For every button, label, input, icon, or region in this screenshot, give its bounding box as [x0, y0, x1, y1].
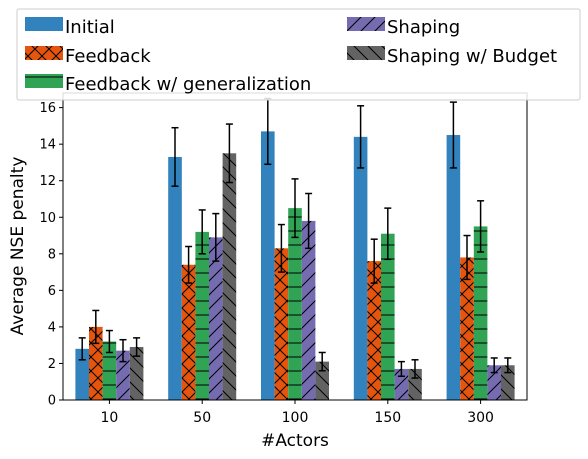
- bar-initial-50: [168, 156, 182, 400]
- legend-item-3: Shaping: [347, 17, 460, 38]
- bar-shaping-50: [209, 237, 223, 400]
- y-tick-label-6: 6: [48, 284, 56, 299]
- legend-label-1: Feedback: [65, 46, 151, 67]
- bar-feedback-w-generalization-300: [473, 226, 488, 400]
- y-tick-label-16: 16: [39, 101, 56, 116]
- legend-item-2: Feedback w/ generalization: [25, 74, 311, 95]
- error-bar-2-100: [291, 178, 299, 239]
- x-tick-label-100: 100: [282, 410, 309, 426]
- error-bar-3-150: [397, 360, 405, 377]
- bar-shaping-10: [116, 350, 130, 400]
- bar-shaping-w-budget-50: [222, 153, 237, 400]
- legend-swatch-4: [347, 46, 385, 60]
- bar-initial-10: [75, 348, 89, 400]
- y-tick-label-2: 2: [48, 357, 56, 372]
- error-bar-0-10: [78, 337, 86, 361]
- x-axis-label: #Actors: [261, 431, 329, 451]
- bar-feedback-150: [367, 261, 381, 400]
- bar-initial-100: [261, 131, 275, 400]
- legend-label-4: Shaping w/ Budget: [387, 46, 557, 67]
- error-bar-1-10: [92, 309, 100, 345]
- error-bar-4-50: [225, 123, 233, 184]
- y-tick-label-8: 8: [48, 247, 56, 262]
- legend-label-2: Feedback w/ generalization: [65, 74, 311, 95]
- x-tick-label-300: 300: [467, 410, 494, 426]
- bar-shaping-w-budget-300: [501, 365, 515, 400]
- error-bar-4-150: [411, 359, 419, 379]
- error-bar-1-300: [463, 234, 471, 281]
- legend: Initial Feedback Feedback w/ generalizatio…: [16, 8, 581, 101]
- bar-feedback-w-generalization-10: [102, 341, 117, 400]
- error-bar-1-100: [277, 223, 285, 273]
- bar-feedback-w-generalization-150: [381, 233, 395, 400]
- bar-initial-150: [353, 136, 368, 400]
- legend-item-0: Initial: [25, 17, 115, 38]
- bar-shaping-w-budget-150: [408, 368, 422, 400]
- bar-feedback-w-generalization-50: [195, 231, 209, 400]
- error-bar-3-10: [119, 338, 127, 363]
- error-bar-1-50: [185, 245, 193, 284]
- error-bar-2-50: [198, 209, 206, 255]
- legend-swatch-2: [25, 74, 63, 88]
- legend-swatch-0: [25, 17, 63, 31]
- y-tick-label-0: 0: [48, 394, 56, 409]
- bar-feedback-w-generalization-100: [288, 208, 302, 400]
- error-bar-3-300: [490, 357, 498, 374]
- error-bar-4-10: [133, 337, 141, 357]
- error-bar-3-100: [305, 192, 313, 250]
- legend-label-0: Initial: [65, 17, 115, 38]
- error-bar-1-150: [370, 238, 378, 284]
- legend-label-3: Shaping: [387, 17, 460, 38]
- x-tick-label-150: 150: [374, 410, 401, 426]
- bar-feedback-50: [181, 264, 196, 400]
- y-tick-label-12: 12: [39, 174, 56, 189]
- axes-group: 0 2 4 6 8 10 12 14 16 10 50 100 150 300: [39, 92, 528, 426]
- error-bar-4-100: [318, 351, 326, 372]
- error-bar-2-300: [477, 200, 485, 253]
- error-bar-2-10: [105, 329, 113, 354]
- error-bar-3-50: [212, 212, 220, 262]
- error-bar-0-150: [357, 105, 365, 169]
- bar-shaping-w-budget-10: [129, 347, 144, 400]
- x-tick-label-10: 10: [100, 410, 118, 426]
- error-bar-2-150: [384, 207, 392, 261]
- error-bar-0-300: [449, 101, 457, 169]
- legend-item-1: Feedback: [25, 46, 151, 67]
- error-bars-group: [78, 97, 512, 379]
- error-bar-0-50: [171, 126, 179, 187]
- y-tick-label-10: 10: [39, 211, 56, 226]
- bar-feedback-300: [460, 257, 474, 400]
- y-tick-label-4: 4: [48, 320, 56, 335]
- legend-box: [16, 8, 581, 101]
- x-tick-label-50: 50: [193, 410, 211, 426]
- bar-shaping-300: [487, 365, 501, 400]
- legend-swatch-1: [25, 46, 63, 60]
- bar-feedback-10: [89, 326, 103, 400]
- bar-feedback-100: [274, 248, 289, 400]
- bars-group: [75, 131, 515, 400]
- error-bar-4-300: [504, 357, 512, 374]
- y-tick-label-14: 14: [39, 138, 56, 153]
- legend-item-4: Shaping w/ Budget: [347, 46, 557, 67]
- legend-swatch-3: [347, 17, 385, 31]
- y-axis-label: Average NSE penalty: [8, 157, 28, 336]
- bar-initial-300: [446, 135, 461, 400]
- bar-shaping-100: [301, 220, 316, 400]
